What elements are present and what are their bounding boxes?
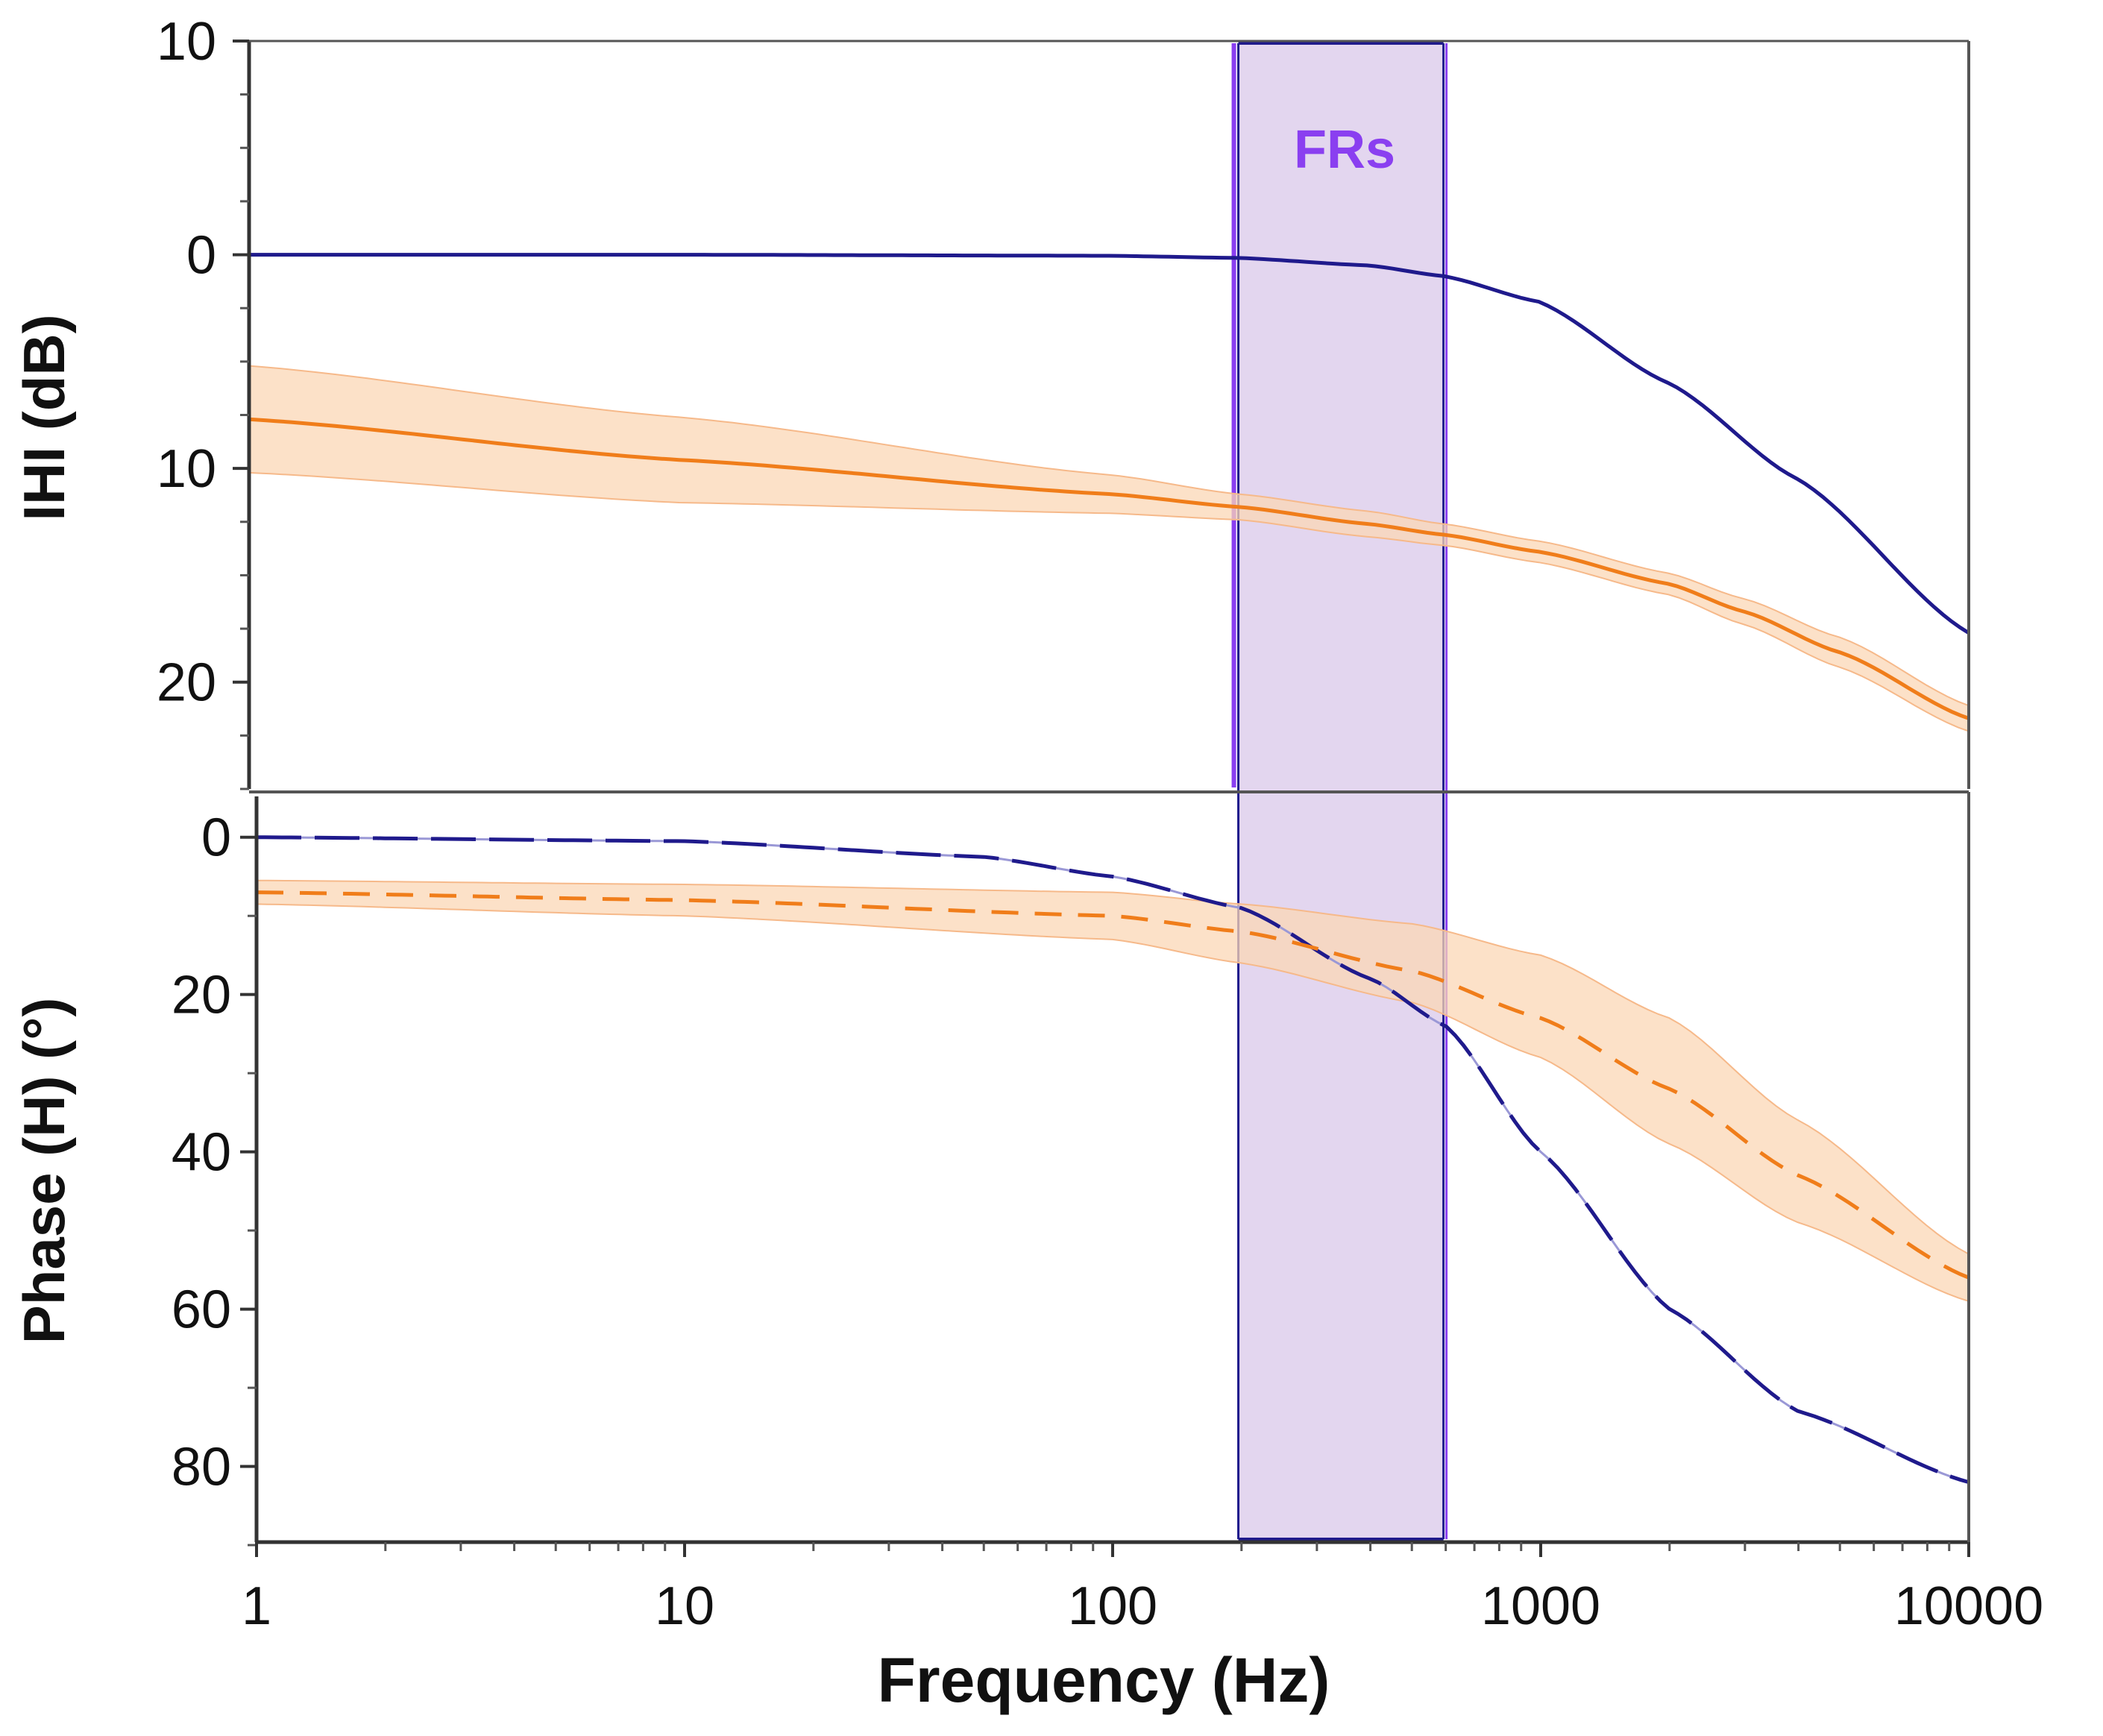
phase-series-0-line <box>256 835 1970 1485</box>
axes-layer <box>233 40 1970 1557</box>
xtick-label: 1000 <box>1481 1576 1600 1636</box>
magnitude-y-axis-title: IHI (dB) <box>11 314 77 521</box>
phase-ytick-label: 40 <box>172 1123 231 1183</box>
magnitude-series-1-band <box>248 365 1970 733</box>
xtick-label: 100 <box>1068 1576 1157 1636</box>
phase-y-axis-title: Phase (H) (°) <box>11 998 77 1345</box>
labels-layer: FRs IHI (dB) Phase (H) (°) Frequency (Hz… <box>11 12 2043 1715</box>
magnitude-ytick-label: 0 <box>186 226 216 286</box>
phase-ytick-label: 80 <box>172 1438 231 1497</box>
x-axis-title: Frequency (Hz) <box>878 1645 1330 1715</box>
confidence-band-layer <box>248 365 1970 1303</box>
magnitude-series-1-line <box>248 417 1970 720</box>
phase-series-1-band <box>256 879 1970 1303</box>
phase-ytick-label: 20 <box>172 966 231 1025</box>
xtick-label: 10 <box>655 1576 714 1636</box>
magnitude-ytick-label: 10 <box>157 439 216 499</box>
xtick-label: 1 <box>242 1576 271 1636</box>
phase-series-1-line <box>256 890 1970 1280</box>
magnitude-ytick-label: 20 <box>157 653 216 713</box>
phase-ytick-label: 60 <box>172 1280 231 1340</box>
magnitude-ytick-label: 10 <box>157 12 216 72</box>
frs-band-label: FRs <box>1294 120 1395 180</box>
phase-ytick-label: 0 <box>201 808 231 868</box>
magnitude-series-0-line <box>249 253 1970 635</box>
series-layer <box>248 253 1970 1485</box>
xtick-label: 10000 <box>1894 1576 2043 1636</box>
